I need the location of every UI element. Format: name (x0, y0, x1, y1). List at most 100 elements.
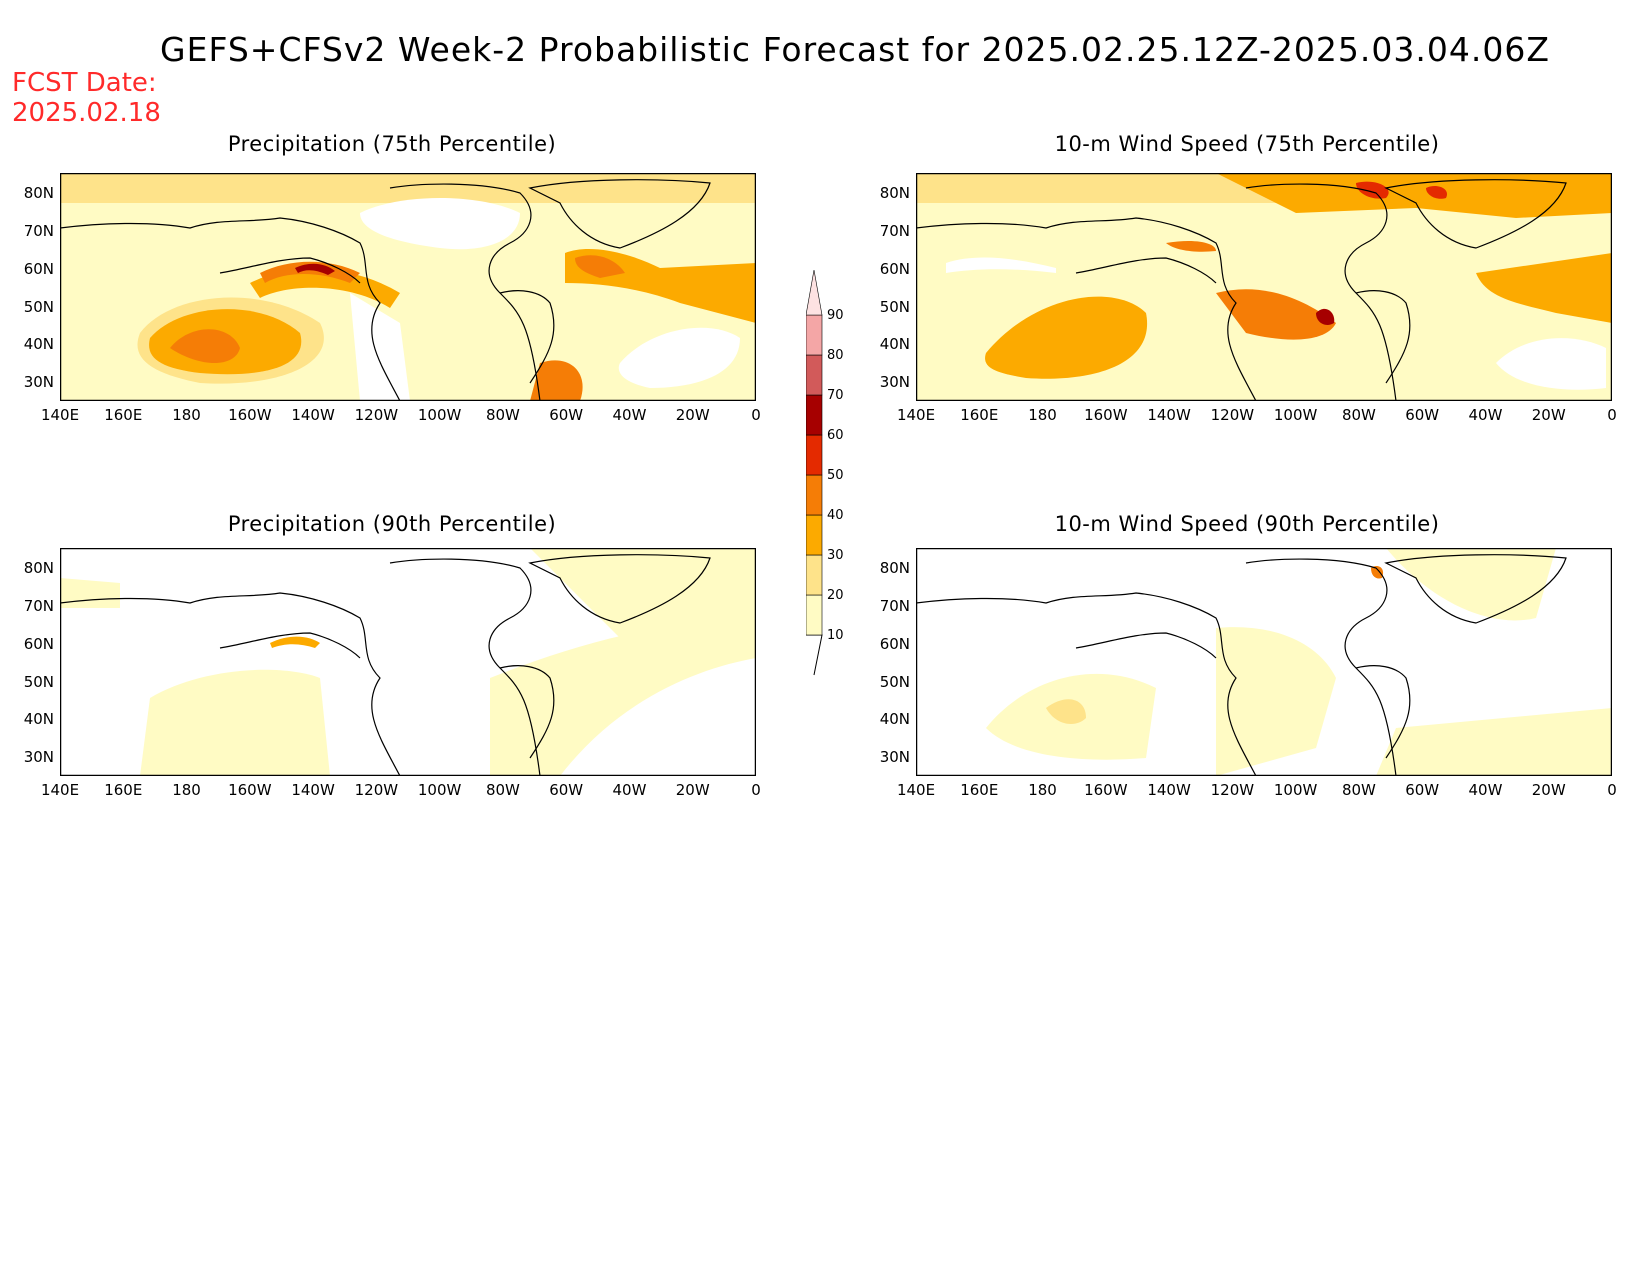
lon-tick-label: 140W (1147, 406, 1191, 424)
lat-tick-label: 70N (23, 222, 54, 240)
lon-tick-label: 20W (675, 781, 710, 799)
map-wind-90 (916, 548, 1612, 776)
lon-tick-label: 140W (1147, 781, 1191, 799)
page-title: GEFS+CFSv2 Week-2 Probabilistic Forecast… (160, 30, 1550, 69)
panel-title-precip-90: Precipitation (90th Percentile) (227, 512, 557, 536)
lat-tick-label: 40N (879, 335, 910, 353)
colorbar-upper-tip (806, 270, 823, 316)
lat-tick-label: 50N (23, 673, 54, 691)
lat-tick-label: 80N (879, 184, 910, 202)
lon-tick-label: 20W (1531, 781, 1566, 799)
lon-tick-label: 80W (1341, 781, 1376, 799)
colorbar-swatch (806, 354, 823, 396)
lon-tick-label: 100W (417, 406, 462, 424)
lon-tick-label: 160E (104, 406, 143, 424)
colorbar-swatch (806, 554, 823, 596)
lat-tick-label: 60N (23, 260, 54, 278)
lon-tick-label: 20W (1531, 406, 1566, 424)
lon-tick-label: 140W (291, 406, 335, 424)
panel-title-precip-75: Precipitation (75th Percentile) (227, 132, 557, 156)
lon-tick-label: 0 (751, 406, 761, 424)
lon-tick-label: 20W (675, 406, 710, 424)
lon-tick-label: 160E (104, 781, 143, 799)
colorbar-level-label: 10 (827, 628, 844, 643)
colorbar-level-label: 90 (827, 308, 844, 323)
lon-tick-label: 140E (40, 406, 80, 424)
lon-tick-label: 180 (1028, 406, 1057, 424)
lon-tick-label: 60W (549, 406, 584, 424)
lat-tick-label: 50N (879, 673, 910, 691)
lon-tick-label: 160E (960, 406, 999, 424)
lon-tick-label: 160W (228, 406, 272, 424)
lon-tick-label: 140E (40, 781, 80, 799)
lon-tick-label: 80W (1341, 406, 1376, 424)
lon-tick-label: 80W (485, 406, 520, 424)
lon-tick-label: 140E (896, 406, 936, 424)
lon-tick-label: 40W (1468, 406, 1503, 424)
lat-tick-label: 50N (23, 298, 54, 316)
lon-tick-label: 160W (1084, 406, 1128, 424)
lon-tick-label: 160E (960, 781, 999, 799)
lat-tick-label: 30N (879, 373, 910, 391)
colorbar-level-label: 70 (827, 388, 844, 403)
panel-title-wind-75: 10-m Wind Speed (75th Percentile) (1054, 132, 1440, 156)
colorbar-level-label: 60 (827, 428, 844, 443)
lat-tick-label: 60N (879, 635, 910, 653)
lon-tick-label: 0 (751, 781, 761, 799)
lat-tick-label: 30N (23, 748, 54, 766)
lon-tick-label: 40W (612, 781, 647, 799)
lon-tick-label: 100W (1273, 781, 1318, 799)
lon-tick-label: 180 (1028, 781, 1057, 799)
fcst-date-value: 2025.02.18 (12, 98, 161, 128)
lon-tick-label: 0 (1607, 781, 1617, 799)
lat-tick-label: 30N (879, 748, 910, 766)
lon-tick-label: 140E (896, 781, 936, 799)
lat-tick-label: 80N (23, 559, 54, 577)
lon-tick-label: 80W (485, 781, 520, 799)
colorbar-swatch (806, 434, 823, 476)
panel-title-wind-90: 10-m Wind Speed (90th Percentile) (1054, 512, 1440, 536)
lon-tick-label: 180 (172, 406, 201, 424)
lon-tick-label: 180 (172, 781, 201, 799)
colorbar-level-label: 50 (827, 468, 844, 483)
colorbar-swatch (806, 514, 823, 556)
map-wind-75 (916, 173, 1612, 401)
lon-tick-label: 60W (1405, 781, 1440, 799)
lon-tick-label: 120W (354, 781, 399, 799)
lon-tick-label: 100W (417, 781, 462, 799)
lon-tick-label: 60W (549, 781, 584, 799)
lon-tick-label: 120W (1210, 781, 1255, 799)
colorbar-swatch (806, 474, 823, 516)
lat-tick-label: 30N (23, 373, 54, 391)
lon-tick-label: 0 (1607, 406, 1617, 424)
colorbar-swatch (806, 314, 823, 356)
fcst-date-label: FCST Date: (12, 68, 157, 98)
lat-tick-label: 80N (879, 559, 910, 577)
lat-tick-label: 40N (23, 335, 54, 353)
lat-tick-label: 40N (879, 710, 910, 728)
colorbar-swatch (806, 394, 823, 436)
lon-tick-label: 120W (354, 406, 399, 424)
lat-tick-label: 60N (23, 635, 54, 653)
colorbar-level-label: 40 (827, 508, 844, 523)
lon-tick-label: 160W (1084, 781, 1128, 799)
colorbar-level-label: 30 (827, 548, 844, 563)
lon-tick-label: 60W (1405, 406, 1440, 424)
colorbar: 10 20 30 40 50 60 70 80 90 (806, 270, 844, 676)
colorbar-level-label: 20 (827, 588, 844, 603)
lat-tick-label: 70N (23, 597, 54, 615)
lat-tick-label: 70N (879, 597, 910, 615)
lat-tick-label: 40N (23, 710, 54, 728)
lon-tick-label: 40W (612, 406, 647, 424)
lon-tick-label: 140W (291, 781, 335, 799)
colorbar-level-label: 80 (827, 348, 844, 363)
lon-tick-label: 40W (1468, 781, 1503, 799)
map-precip-75 (60, 173, 756, 401)
lat-tick-label: 80N (23, 184, 54, 202)
lon-tick-label: 120W (1210, 406, 1255, 424)
lat-tick-label: 70N (879, 222, 910, 240)
lon-tick-label: 160W (228, 781, 272, 799)
map-precip-90 (60, 548, 756, 776)
colorbar-lower-tip (806, 634, 823, 676)
lon-tick-label: 100W (1273, 406, 1318, 424)
